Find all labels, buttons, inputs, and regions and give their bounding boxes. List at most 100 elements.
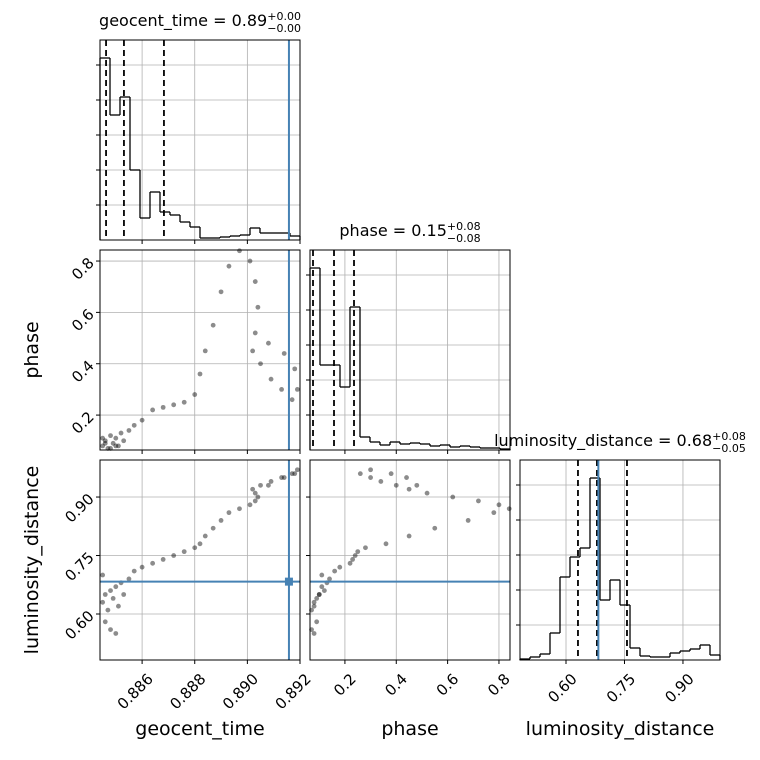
y-tick-label: 0.60: [61, 607, 97, 643]
y-axis-label: phase: [21, 321, 43, 378]
x-tick-label: 0.75: [603, 670, 639, 706]
sample-point: [218, 518, 224, 523]
x-tick-label: 0.60: [544, 670, 580, 706]
y-tick-label: 0.75: [61, 548, 97, 584]
sample-point: [126, 576, 132, 582]
sample-point: [121, 592, 127, 597]
x-tick-label: 0.6: [433, 670, 463, 700]
sample-point: [252, 279, 258, 284]
panel-title: luminosity_distance = 0.68+0.08 −0.05: [494, 430, 746, 455]
sample-point: [327, 576, 332, 582]
sample-point: [316, 592, 322, 597]
sample-point: [258, 361, 263, 367]
sample-point: [100, 443, 106, 449]
x-axis-label: phase: [381, 718, 438, 740]
sample-point: [160, 404, 166, 410]
sample-point: [432, 525, 438, 531]
x-tick-label: 0.886: [114, 670, 157, 713]
title-upper: +0.08: [712, 430, 746, 443]
sample-point: [406, 533, 412, 539]
panel-title: phase = 0.15+0.08 −0.08: [339, 220, 480, 245]
sample-point: [237, 506, 242, 512]
sample-point: [355, 549, 361, 555]
sample-point: [247, 258, 253, 264]
sample-point: [352, 553, 358, 558]
title-lower: −0.05: [712, 442, 746, 455]
y-tick-label: 0.90: [61, 490, 97, 526]
x-tick-label: 0.2: [330, 670, 360, 700]
sample-point: [108, 588, 113, 594]
sample-point: [266, 482, 271, 488]
sample-point: [192, 545, 198, 551]
sample-point: [321, 588, 327, 594]
sample-point: [292, 471, 298, 477]
sample-point: [258, 482, 263, 488]
sample-point: [171, 553, 177, 558]
sample-point: [250, 348, 256, 354]
sample-point: [424, 490, 430, 496]
sample-point: [347, 560, 353, 566]
sample-point: [496, 502, 502, 508]
sample-point: [100, 435, 106, 441]
sample-point: [289, 471, 295, 477]
sample-point: [311, 599, 317, 605]
sample-point: [108, 627, 113, 632]
sample-point: [113, 631, 119, 636]
sample-point: [247, 502, 253, 508]
sample-point: [311, 631, 317, 636]
sample-point: [150, 560, 156, 566]
title-text: luminosity_distance = 0.68: [494, 431, 712, 451]
panel-frame: [99, 459, 301, 661]
sample-point: [319, 584, 325, 590]
sample-point: [102, 440, 108, 446]
sample-point: [450, 494, 456, 500]
panel: geocent_time = 0.89+0.00 −0.00: [96, 10, 301, 244]
sample-point: [368, 475, 373, 480]
y-tick-label: 0.4: [68, 357, 98, 387]
sample-point: [319, 572, 325, 578]
sample-point: [110, 596, 116, 601]
title-text: phase = 0.15: [339, 221, 446, 240]
y-tick-label: 0.6: [68, 305, 98, 335]
sample-point: [197, 541, 203, 547]
x-tick-label: 0.90: [661, 670, 697, 706]
sample-point: [279, 475, 284, 480]
sample-point: [294, 467, 300, 473]
sample-point: [383, 541, 389, 547]
panel-frame: [99, 39, 301, 241]
sample-point: [414, 482, 420, 488]
title-lower: −0.08: [447, 232, 481, 245]
panel-frame: [519, 459, 721, 661]
sample-point: [337, 564, 343, 570]
sample-point: [160, 557, 166, 562]
sample-point: [279, 387, 284, 392]
sample-point: [181, 549, 187, 555]
sample-point: [268, 376, 274, 382]
title-upper: +0.08: [447, 220, 481, 233]
sample-point: [465, 518, 471, 523]
sample-point: [294, 387, 300, 392]
sample-point: [311, 603, 317, 609]
panel: [306, 459, 512, 664]
sample-point: [113, 443, 119, 449]
sample-point: [255, 304, 261, 310]
sample-point: [506, 506, 512, 512]
sample-point: [368, 467, 373, 473]
panel: luminosity_distance = 0.68+0.08 −0.05: [494, 430, 746, 664]
sample-point: [226, 263, 232, 269]
sample-point: [131, 422, 137, 428]
sample-point: [226, 510, 232, 516]
sample-point: [202, 348, 208, 354]
sample-point: [139, 417, 145, 423]
sample-point: [102, 592, 108, 597]
sample-point: [181, 399, 187, 405]
sample-point: [102, 438, 108, 444]
sample-point: [314, 619, 320, 625]
sample-point: [393, 482, 399, 488]
sample-point: [102, 619, 108, 625]
sample-point: [314, 596, 320, 601]
sample-point: [268, 479, 274, 484]
sample-point: [192, 392, 198, 397]
panel: phase = 0.15+0.08 −0.08: [306, 220, 511, 454]
